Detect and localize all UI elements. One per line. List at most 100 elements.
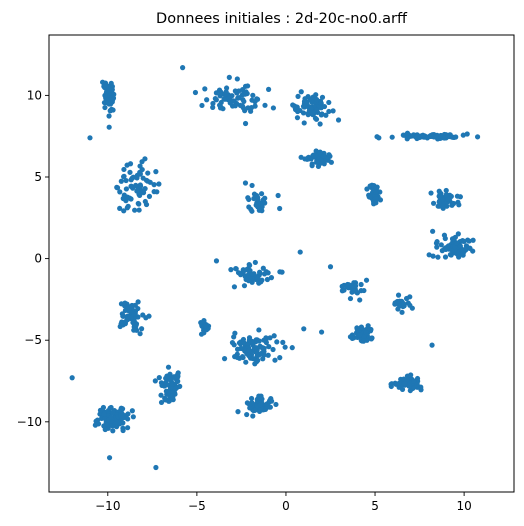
data-point-cluster-2	[252, 103, 258, 109]
data-point-cluster-6	[137, 163, 143, 169]
data-point-cluster-21	[125, 411, 131, 417]
data-point-cluster-10	[457, 243, 463, 249]
data-point-cluster-21	[120, 427, 126, 434]
data-point-cluster-3	[304, 100, 310, 106]
data-point-cluster-9	[445, 196, 451, 202]
data-point-outlier	[69, 375, 75, 381]
data-point-cluster-11	[241, 283, 248, 289]
data-point-cluster-9	[443, 187, 449, 194]
data-point-cluster-9	[438, 203, 445, 209]
data-point-cluster-9	[430, 200, 437, 206]
data-point-cluster-10	[434, 244, 440, 250]
data-point-cluster-3	[318, 100, 324, 106]
data-point-cluster-21	[125, 416, 131, 422]
data-point-cluster-18	[152, 378, 158, 384]
data-point-cluster-19	[273, 401, 279, 408]
data-point-cluster-1	[102, 92, 108, 99]
data-point-cluster-19	[250, 413, 256, 419]
data-point-cluster-17	[363, 329, 369, 336]
data-point-cluster-6	[128, 183, 134, 189]
data-point-cluster-3	[323, 112, 329, 118]
data-point-cluster-6	[128, 196, 134, 202]
data-point-cluster-11	[279, 269, 285, 275]
data-point-cluster-18	[158, 399, 165, 406]
data-point-cluster-4	[400, 132, 406, 138]
data-point-cluster-16	[267, 335, 273, 341]
data-point-cluster-16	[277, 355, 283, 361]
data-point-cluster-21	[116, 420, 123, 426]
data-point-cluster-4	[424, 135, 430, 141]
data-point-cluster-21	[119, 406, 126, 412]
data-point-cluster-16	[238, 345, 244, 351]
data-point-cluster-12	[349, 283, 355, 289]
data-point-cluster-21	[92, 422, 98, 428]
data-point-cluster-7	[275, 192, 281, 199]
data-point-cluster-7	[258, 191, 265, 197]
plot-frame	[48, 34, 515, 493]
data-point-cluster-12	[361, 287, 367, 294]
data-point-cluster-19	[256, 394, 263, 401]
data-point-cluster-9	[443, 192, 449, 198]
data-point-cluster-9	[428, 190, 434, 196]
x-tick-label: 5	[371, 499, 379, 513]
x-tick-label: −10	[95, 499, 120, 513]
data-point-cluster-17	[357, 332, 363, 338]
x-tick-label: 0	[282, 499, 290, 513]
data-point-cluster-3	[326, 108, 332, 115]
data-point-cluster-5	[313, 148, 319, 154]
data-point-cluster-12	[357, 297, 363, 303]
data-point-cluster-17	[358, 324, 364, 330]
data-point-cluster-19	[235, 409, 241, 415]
data-point-cluster-2	[221, 96, 227, 102]
data-point-cluster-8	[373, 189, 379, 195]
data-point-cluster-3	[319, 94, 326, 100]
data-point-cluster-6	[128, 177, 134, 183]
data-point-cluster-5	[309, 161, 315, 167]
data-point-cluster-11	[265, 270, 271, 276]
data-point-cluster-16	[249, 338, 255, 344]
data-point-cluster-9	[451, 200, 457, 207]
data-point-cluster-14	[139, 326, 145, 332]
data-point-cluster-2	[199, 102, 205, 109]
data-point-cluster-16	[229, 340, 236, 346]
data-point-cluster-16	[261, 337, 267, 343]
data-point-cluster-6	[156, 181, 162, 187]
data-point-cluster-6	[142, 186, 148, 192]
data-point-cluster-13	[395, 306, 401, 312]
data-point-cluster-14	[135, 299, 141, 305]
data-point-cluster-1	[106, 124, 112, 130]
data-point-cluster-21	[110, 428, 116, 434]
data-point-cluster-5	[326, 152, 332, 158]
data-point-cluster-6	[142, 198, 148, 205]
data-point-cluster-2	[210, 104, 216, 110]
data-point-cluster-2	[239, 103, 246, 109]
data-point-cluster-1	[102, 104, 108, 111]
x-tick-label: −5	[188, 499, 206, 513]
data-point-cluster-18	[162, 397, 169, 403]
data-point-cluster-7	[254, 192, 260, 199]
data-point-cluster-4	[464, 131, 470, 137]
data-point-cluster-3	[317, 121, 323, 127]
data-point-cluster-6	[114, 185, 121, 191]
chart-title: Donnees initiales : 2d-20c-no0.arff	[156, 11, 408, 27]
data-point-cluster-12	[358, 281, 364, 288]
data-point-cluster-16	[240, 336, 247, 343]
data-point-outlier	[180, 65, 186, 71]
data-point-cluster-16	[257, 343, 263, 349]
data-point-cluster-14	[125, 315, 131, 321]
data-point-cluster-20	[396, 384, 402, 390]
data-point-cluster-10	[470, 237, 476, 243]
y-tick-label: 5	[34, 170, 42, 184]
x-axis-ticks: −10 −5 0 5 10	[95, 492, 472, 513]
data-point-cluster-2	[226, 74, 232, 80]
data-point-cluster-18	[164, 382, 170, 388]
data-point-cluster-6	[151, 182, 157, 188]
data-point-cluster-6	[146, 193, 153, 199]
data-point-cluster-1	[105, 99, 111, 106]
data-point-cluster-15	[198, 320, 204, 326]
data-point-cluster-16	[280, 339, 286, 345]
data-point-cluster-3	[313, 96, 320, 103]
data-point-cluster-20	[396, 380, 402, 386]
data-point-outlier	[87, 135, 93, 141]
